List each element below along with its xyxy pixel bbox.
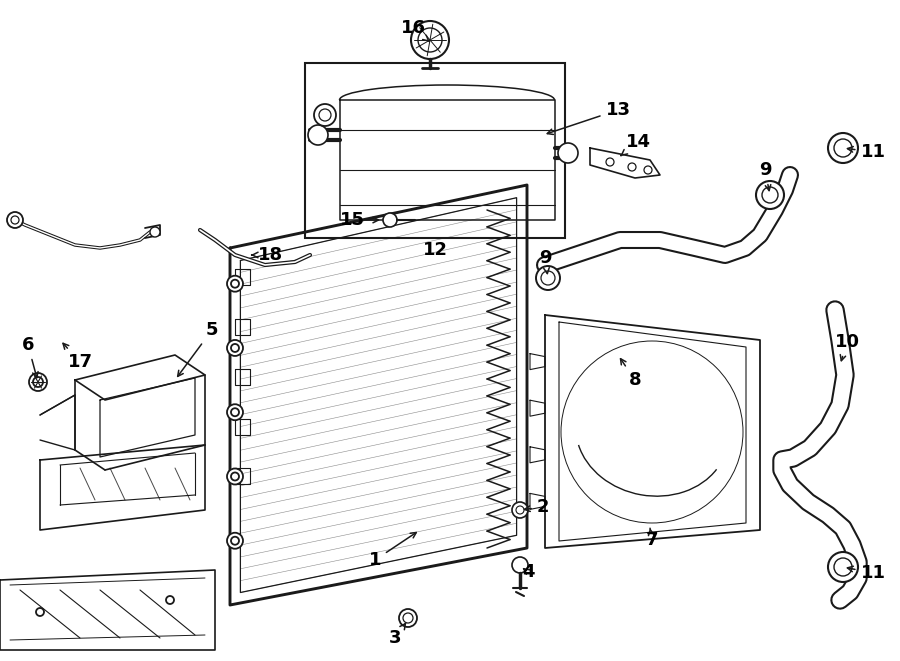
Circle shape <box>227 276 243 292</box>
Circle shape <box>561 341 743 523</box>
Circle shape <box>319 109 331 121</box>
Text: 15: 15 <box>339 211 365 229</box>
Circle shape <box>558 143 578 163</box>
Text: 13: 13 <box>547 101 631 134</box>
Circle shape <box>227 533 243 549</box>
Text: 10: 10 <box>834 333 860 361</box>
Circle shape <box>403 613 413 623</box>
Circle shape <box>227 340 243 356</box>
Circle shape <box>541 271 555 285</box>
Circle shape <box>227 405 243 420</box>
Circle shape <box>231 280 239 288</box>
Circle shape <box>150 227 160 237</box>
Text: 1: 1 <box>369 533 417 569</box>
Circle shape <box>231 537 239 545</box>
Text: 11: 11 <box>848 143 886 161</box>
Circle shape <box>536 266 560 290</box>
Text: 9: 9 <box>539 249 551 274</box>
Text: 12: 12 <box>422 241 447 259</box>
Text: 2: 2 <box>525 498 549 516</box>
Circle shape <box>644 166 652 174</box>
Circle shape <box>567 347 737 517</box>
Text: 16: 16 <box>400 19 429 42</box>
Circle shape <box>628 163 636 171</box>
Circle shape <box>418 28 442 52</box>
Text: 9: 9 <box>759 161 771 190</box>
Circle shape <box>762 187 778 203</box>
Circle shape <box>828 552 858 582</box>
Circle shape <box>11 216 19 224</box>
Circle shape <box>231 473 239 481</box>
Circle shape <box>411 21 449 59</box>
Circle shape <box>7 212 23 228</box>
Text: 7: 7 <box>646 528 658 549</box>
Circle shape <box>36 608 44 616</box>
Circle shape <box>399 609 417 627</box>
Circle shape <box>756 181 784 209</box>
Circle shape <box>828 133 858 163</box>
Circle shape <box>383 213 397 227</box>
Circle shape <box>227 469 243 485</box>
Text: 14: 14 <box>621 133 651 155</box>
Bar <box>305 63 565 238</box>
Circle shape <box>308 125 328 145</box>
Circle shape <box>33 377 43 387</box>
Circle shape <box>231 408 239 416</box>
Text: 3: 3 <box>389 623 406 647</box>
Text: 4: 4 <box>522 563 535 581</box>
Circle shape <box>834 139 852 157</box>
Circle shape <box>834 558 852 576</box>
Circle shape <box>166 596 174 604</box>
Circle shape <box>512 557 528 573</box>
Text: 8: 8 <box>620 359 642 389</box>
Circle shape <box>512 502 528 518</box>
Circle shape <box>314 104 336 126</box>
Circle shape <box>231 344 239 352</box>
Text: 5: 5 <box>177 321 218 376</box>
Circle shape <box>516 506 524 514</box>
Circle shape <box>29 373 47 391</box>
Circle shape <box>606 158 614 166</box>
Text: 6: 6 <box>22 336 38 377</box>
Text: 11: 11 <box>848 564 886 582</box>
Text: 17: 17 <box>63 343 93 371</box>
Text: 18: 18 <box>252 246 283 264</box>
